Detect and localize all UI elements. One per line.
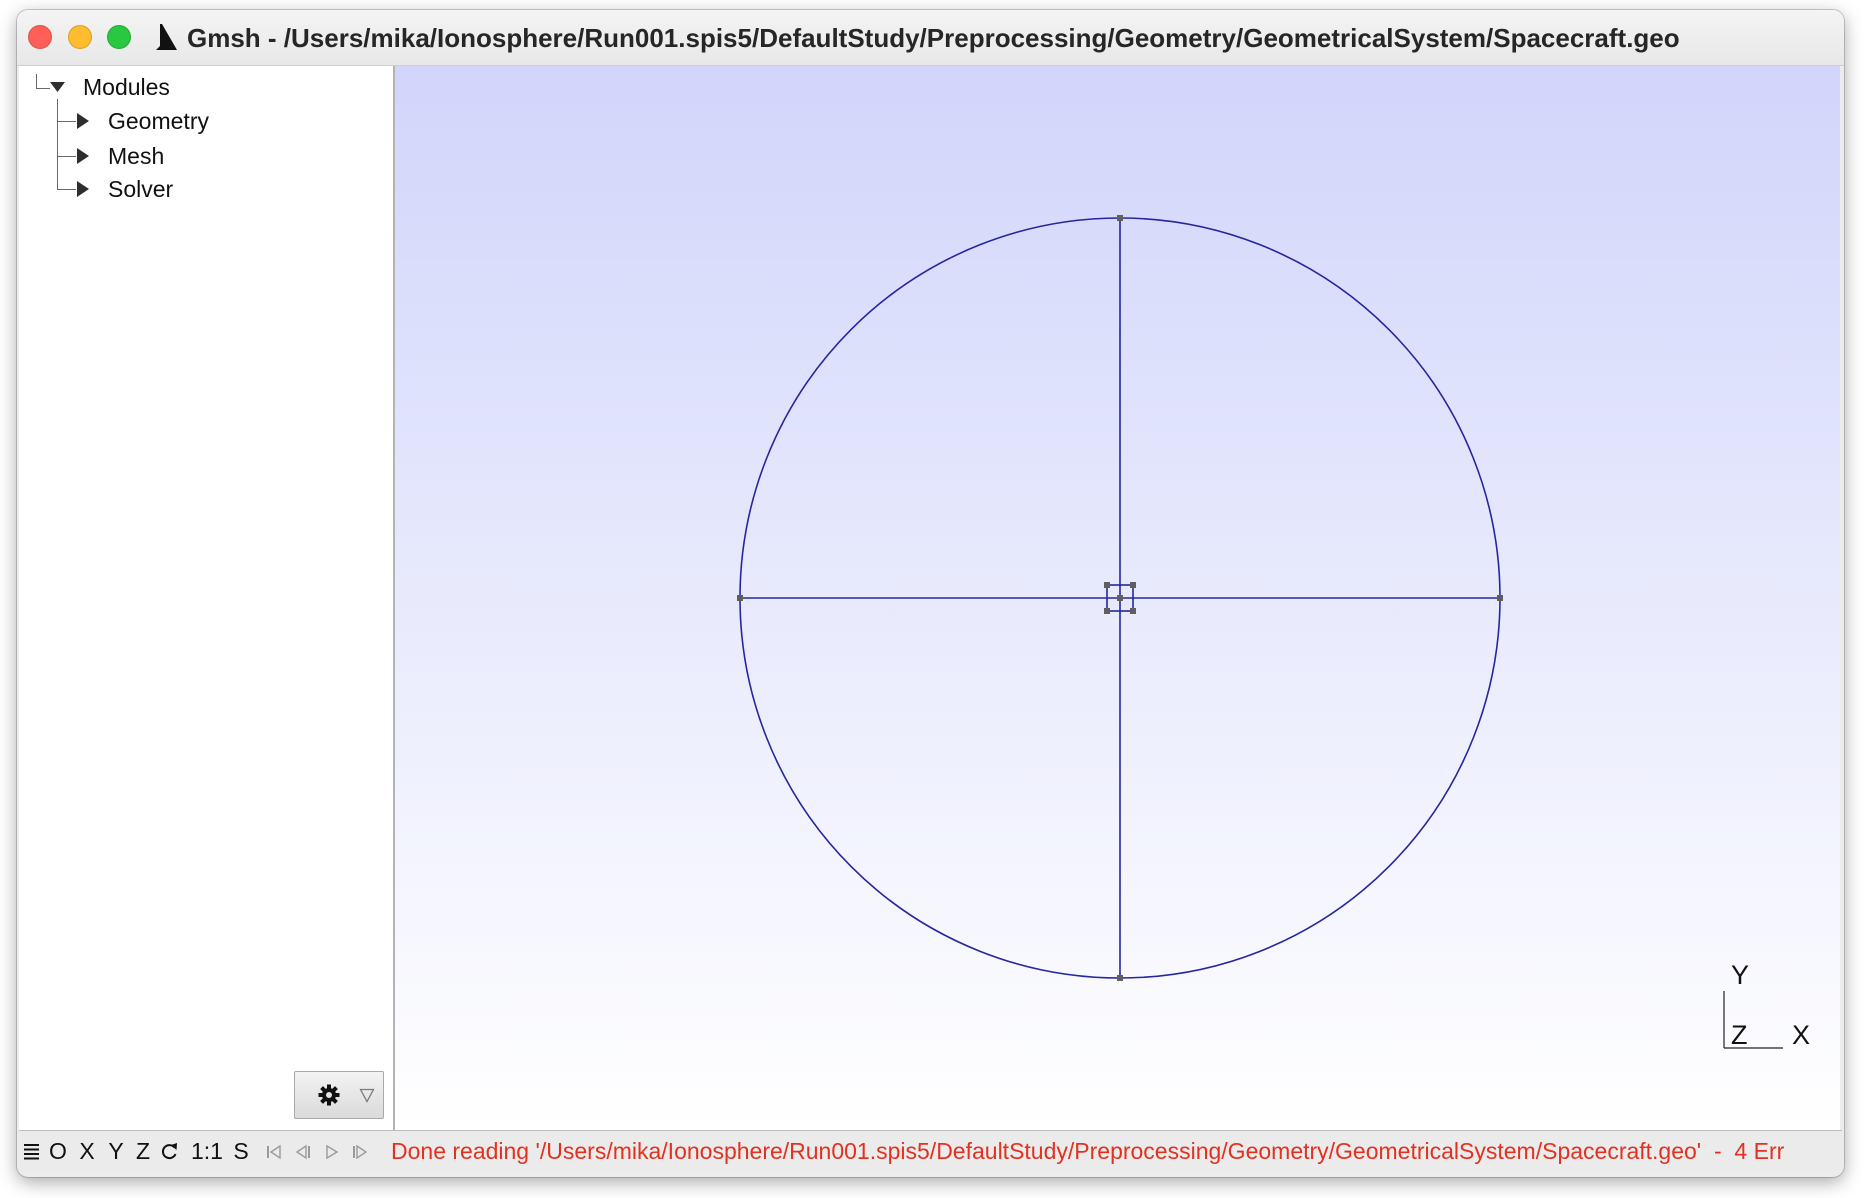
minimize-button[interactable] <box>68 25 92 49</box>
module-tree-panel: Modules Geometry Mesh Solver <box>19 66 395 1130</box>
geometry-center-square <box>1106 584 1134 612</box>
rotate-icon[interactable] <box>159 1141 179 1162</box>
tree-item-label: Modules <box>83 74 170 100</box>
tree-connector <box>36 74 37 89</box>
view-x-button[interactable]: X <box>79 1138 95 1164</box>
graphics-canvas[interactable]: Y Z X <box>395 66 1840 1130</box>
selection-s-button[interactable]: S <box>233 1138 249 1164</box>
axis-label-y: Y <box>1731 960 1749 990</box>
view-z-button[interactable]: Z <box>135 1138 151 1164</box>
expanded-triangle-icon[interactable] <box>50 82 65 93</box>
view-y-button[interactable]: Y <box>108 1138 124 1164</box>
gear-icon <box>318 1084 340 1106</box>
menu-lines-icon[interactable] <box>23 1142 40 1161</box>
geometry-point <box>1117 975 1123 981</box>
tree-item-label: Mesh <box>108 143 165 169</box>
axis-label-z: Z <box>1731 1020 1748 1050</box>
gmsh-sail-icon <box>156 24 177 50</box>
tree-item-mesh[interactable]: Mesh <box>76 143 296 169</box>
zoom-button[interactable] <box>107 25 131 49</box>
tree-item-geometry[interactable]: Geometry <box>76 108 296 134</box>
tree-item-solver[interactable]: Solver <box>76 176 296 202</box>
status-message[interactable]: Done reading '/Users/mika/Ionosphere/Run… <box>391 1138 1785 1164</box>
play-icon[interactable] <box>323 1143 341 1161</box>
tree-connector <box>57 121 76 122</box>
geometry-point <box>1130 582 1136 588</box>
tree-item-modules[interactable]: Modules <box>50 74 250 100</box>
options-menu-button[interactable] <box>294 1071 384 1119</box>
geometry-view: Y Z X <box>737 215 1810 1050</box>
collapsed-triangle-icon[interactable] <box>77 181 90 197</box>
status-bar: O X Y Z 1:1 S Done reading '/Users/mika/… <box>19 1130 1842 1172</box>
triangle-down-icon <box>359 1088 375 1103</box>
gmsh-window: Gmsh - /Users/mika/Ionosphere/Run001.spi… <box>17 10 1844 1177</box>
window-title: Gmsh - /Users/mika/Ionosphere/Run001.spi… <box>187 23 1680 53</box>
title-bar[interactable]: Gmsh - /Users/mika/Ionosphere/Run001.spi… <box>17 10 1844 66</box>
tree-connector <box>57 99 58 189</box>
collapsed-triangle-icon[interactable] <box>77 113 90 129</box>
tree-connector <box>36 88 50 89</box>
tree-item-label: Solver <box>108 176 174 202</box>
geometry-point <box>1104 608 1110 614</box>
collapsed-triangle-icon[interactable] <box>77 148 90 164</box>
geometry-point <box>1117 215 1123 221</box>
geometry-point <box>1130 608 1136 614</box>
close-button[interactable] <box>28 25 52 49</box>
reset-scale-button[interactable]: 1:1 <box>191 1138 223 1164</box>
geometry-point <box>1497 595 1503 601</box>
previous-step-icon[interactable] <box>295 1143 313 1161</box>
geometry-point <box>1104 582 1110 588</box>
geometry-point <box>1117 595 1123 601</box>
tree-connector <box>57 189 76 190</box>
axis-label-x: X <box>1792 1020 1810 1050</box>
tree-item-label: Geometry <box>108 108 209 134</box>
tree-connector <box>57 156 76 157</box>
first-step-icon[interactable] <box>265 1143 283 1161</box>
origin-button[interactable]: O <box>49 1138 67 1164</box>
geometry-point <box>737 595 743 601</box>
next-step-icon[interactable] <box>351 1143 369 1161</box>
